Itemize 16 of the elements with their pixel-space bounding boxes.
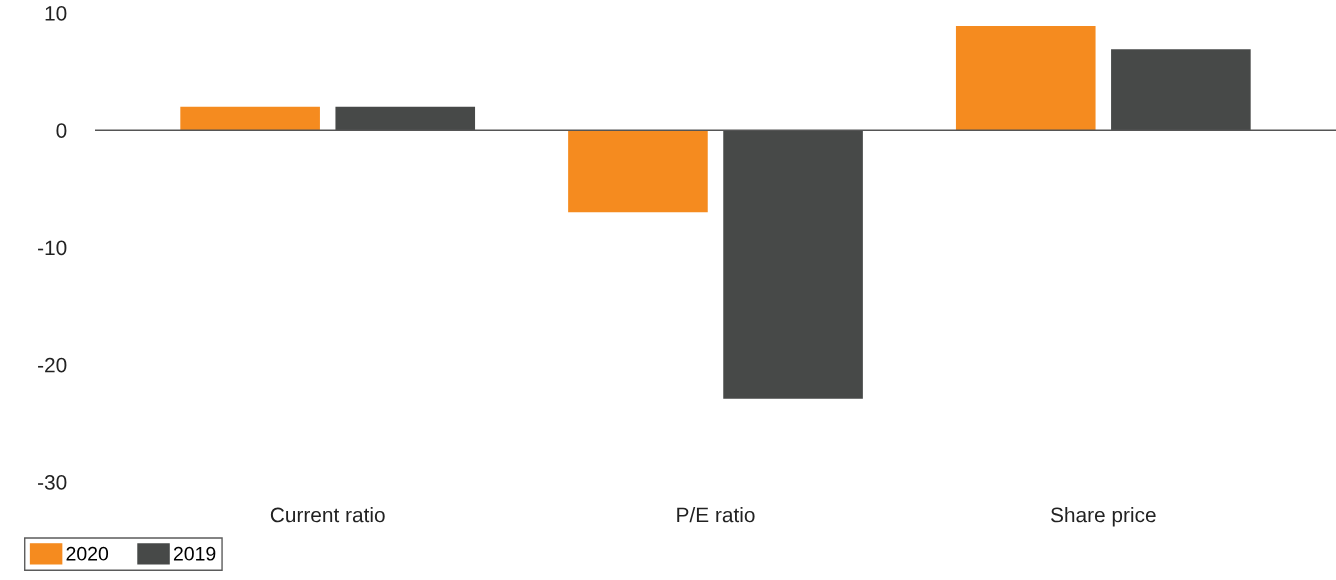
y-tick-label: -20 [38,357,67,373]
bar [335,106,476,131]
y-tick-label: -30 [38,475,67,490]
bar [568,130,708,213]
x-tick-label: P/E ratio [677,507,755,523]
bar [723,130,863,399]
x-tick-label: Share price [1050,507,1156,527]
legend-label: 2019 [173,546,216,561]
x-tick-label: Current ratio [270,507,385,523]
bar [1111,49,1251,131]
legend-label: 2020 [66,546,109,561]
y-tick-label: 10 [45,6,67,21]
bar [955,25,1096,131]
y-tick-label: -10 [38,240,67,256]
y-tick-label: 0 [56,123,67,138]
bar [180,106,320,131]
